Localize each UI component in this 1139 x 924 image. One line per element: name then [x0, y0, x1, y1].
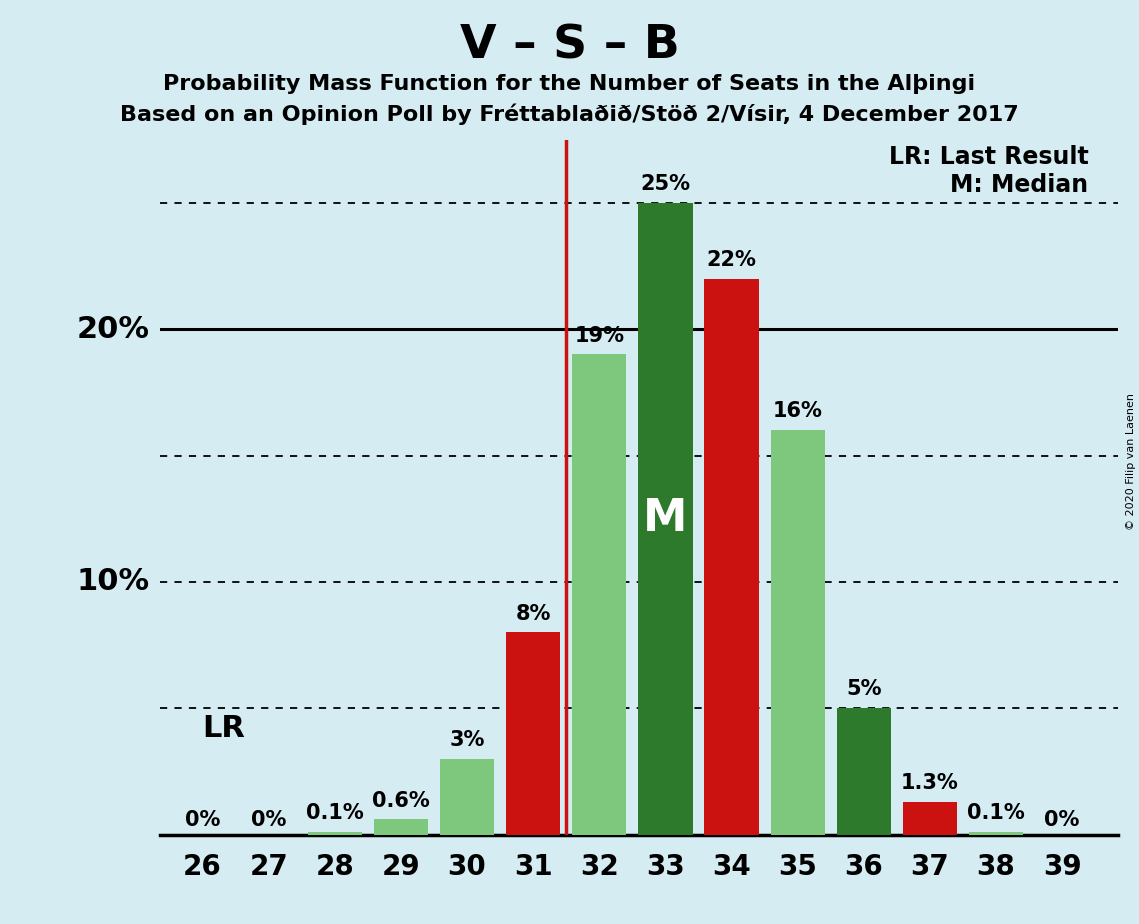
Text: 0%: 0%	[185, 810, 220, 830]
Bar	[374, 820, 428, 834]
Text: 22%: 22%	[706, 249, 756, 270]
Text: 1.3%: 1.3%	[901, 772, 959, 793]
Bar	[506, 632, 560, 834]
Text: Probability Mass Function for the Number of Seats in the Alþingi: Probability Mass Function for the Number…	[163, 74, 976, 94]
Bar	[770, 431, 825, 834]
Text: LR: LR	[203, 714, 245, 743]
Text: 0%: 0%	[1044, 810, 1080, 830]
Bar	[440, 759, 494, 834]
Text: LR: Last Result: LR: Last Result	[888, 145, 1089, 169]
Text: 20%: 20%	[77, 315, 150, 344]
Text: 0.1%: 0.1%	[967, 803, 1025, 823]
Bar	[308, 832, 362, 834]
Text: V – S – B: V – S – B	[459, 23, 680, 68]
Bar	[638, 203, 693, 834]
Text: 5%: 5%	[846, 679, 882, 699]
Text: 0.6%: 0.6%	[372, 791, 429, 810]
Text: 8%: 8%	[516, 603, 551, 624]
Bar	[704, 279, 759, 834]
Bar	[969, 832, 1023, 834]
Text: M: Median: M: Median	[950, 173, 1089, 197]
Text: 10%: 10%	[77, 567, 150, 596]
Bar	[572, 355, 626, 834]
Bar	[837, 708, 891, 834]
Text: 3%: 3%	[450, 730, 485, 750]
Bar	[903, 802, 957, 834]
Text: © 2020 Filip van Laenen: © 2020 Filip van Laenen	[1126, 394, 1136, 530]
Text: 25%: 25%	[640, 174, 690, 194]
Text: M: M	[644, 497, 688, 541]
Text: Based on an Opinion Poll by Fréttablaðið/Stöð 2/Vísir, 4 December 2017: Based on an Opinion Poll by Fréttablaðið…	[120, 103, 1019, 125]
Text: 16%: 16%	[772, 401, 822, 421]
Text: 0%: 0%	[251, 810, 286, 830]
Text: 19%: 19%	[574, 325, 624, 346]
Text: 0.1%: 0.1%	[306, 803, 363, 823]
